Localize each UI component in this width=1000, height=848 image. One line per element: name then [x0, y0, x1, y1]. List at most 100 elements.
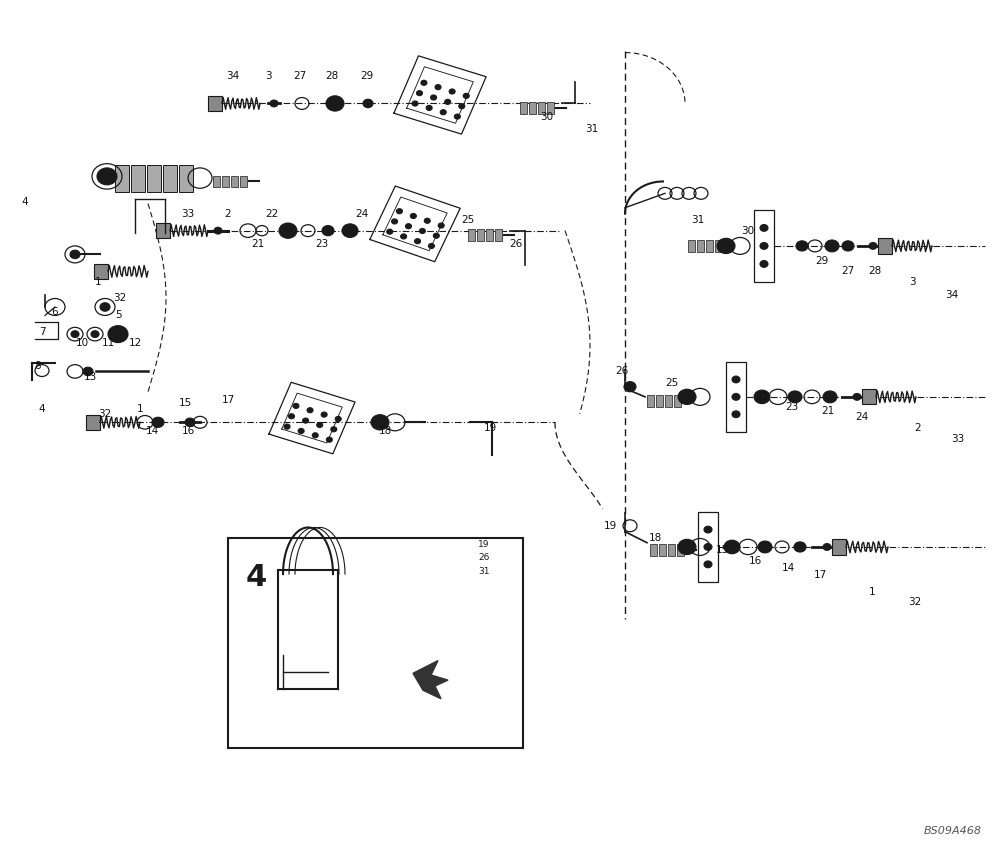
Circle shape [91, 331, 99, 338]
Circle shape [363, 99, 373, 108]
Bar [677, 544, 684, 556]
Circle shape [322, 226, 334, 236]
Bar [222, 176, 229, 187]
Circle shape [869, 243, 877, 249]
Circle shape [732, 377, 740, 383]
Bar [520, 102, 527, 114]
Circle shape [270, 100, 278, 107]
Circle shape [760, 243, 768, 249]
Circle shape [440, 109, 446, 114]
Bar [163, 165, 177, 192]
Circle shape [732, 410, 740, 417]
Text: 22: 22 [755, 392, 769, 402]
Text: 14: 14 [145, 426, 159, 436]
Text: 29: 29 [360, 71, 374, 81]
Circle shape [279, 223, 297, 238]
Text: 3: 3 [265, 71, 271, 81]
Bar [231, 176, 238, 187]
Circle shape [331, 427, 337, 432]
Bar [468, 229, 475, 241]
Text: 30: 30 [540, 112, 554, 122]
Circle shape [152, 417, 164, 427]
Text: 1: 1 [95, 276, 101, 287]
Bar [156, 223, 170, 238]
Text: 28: 28 [325, 71, 339, 81]
Text: 10: 10 [75, 338, 89, 349]
Circle shape [449, 89, 455, 94]
Text: 19: 19 [603, 521, 617, 531]
Bar [688, 240, 695, 252]
Circle shape [419, 228, 425, 233]
Text: 28: 28 [868, 266, 882, 276]
Text: 18: 18 [378, 426, 392, 436]
Text: 32: 32 [98, 409, 112, 419]
Text: 34: 34 [945, 290, 959, 300]
Text: 34: 34 [226, 71, 240, 81]
Text: 3: 3 [909, 276, 915, 287]
Text: 26: 26 [615, 366, 629, 377]
Circle shape [97, 168, 117, 185]
Circle shape [371, 415, 389, 430]
Text: 31: 31 [478, 567, 490, 576]
Circle shape [424, 218, 430, 223]
Text: 14: 14 [781, 563, 795, 573]
Text: 25: 25 [665, 378, 679, 388]
Text: 27: 27 [293, 71, 307, 81]
Text: 33: 33 [181, 209, 195, 219]
Text: 6: 6 [52, 307, 58, 317]
Text: 32: 32 [908, 597, 922, 607]
Bar [754, 210, 774, 282]
Text: 1: 1 [137, 404, 143, 414]
Circle shape [678, 539, 696, 555]
Circle shape [704, 561, 712, 568]
Circle shape [405, 224, 411, 229]
Text: 16: 16 [181, 426, 195, 436]
Bar [668, 544, 675, 556]
Bar [650, 544, 657, 556]
Circle shape [463, 93, 469, 98]
Circle shape [788, 391, 802, 403]
Text: BS09A468: BS09A468 [924, 826, 982, 836]
Bar [86, 415, 100, 430]
Bar [240, 176, 247, 187]
Circle shape [454, 114, 460, 119]
Text: 30: 30 [741, 226, 755, 236]
Circle shape [760, 260, 768, 267]
Bar [715, 240, 722, 252]
Text: 2: 2 [915, 423, 921, 433]
Circle shape [459, 103, 465, 109]
Circle shape [823, 391, 837, 403]
Text: 21: 21 [821, 406, 835, 416]
Circle shape [100, 303, 110, 311]
Bar [131, 165, 145, 192]
Text: 22: 22 [265, 209, 279, 219]
Circle shape [438, 223, 444, 228]
Circle shape [401, 234, 407, 239]
Circle shape [445, 99, 451, 104]
Circle shape [431, 95, 437, 100]
Circle shape [312, 432, 318, 438]
Circle shape [321, 412, 327, 417]
Text: 24: 24 [855, 412, 869, 422]
Text: 11: 11 [101, 338, 115, 349]
Circle shape [293, 404, 299, 409]
Bar [665, 395, 672, 407]
Polygon shape [413, 661, 448, 699]
Text: 15: 15 [178, 398, 192, 408]
Text: 32: 32 [113, 293, 127, 304]
Circle shape [842, 241, 854, 251]
Circle shape [326, 437, 332, 442]
Circle shape [416, 91, 422, 96]
Text: 23: 23 [785, 402, 799, 412]
Circle shape [326, 96, 344, 111]
Text: 24: 24 [355, 209, 369, 219]
Bar [659, 544, 666, 556]
Text: 2: 2 [225, 209, 231, 219]
Circle shape [825, 240, 839, 252]
Circle shape [853, 393, 861, 400]
Bar [538, 102, 545, 114]
Circle shape [412, 101, 418, 106]
Text: 23: 23 [315, 239, 329, 249]
Circle shape [428, 243, 434, 248]
Bar [697, 240, 704, 252]
